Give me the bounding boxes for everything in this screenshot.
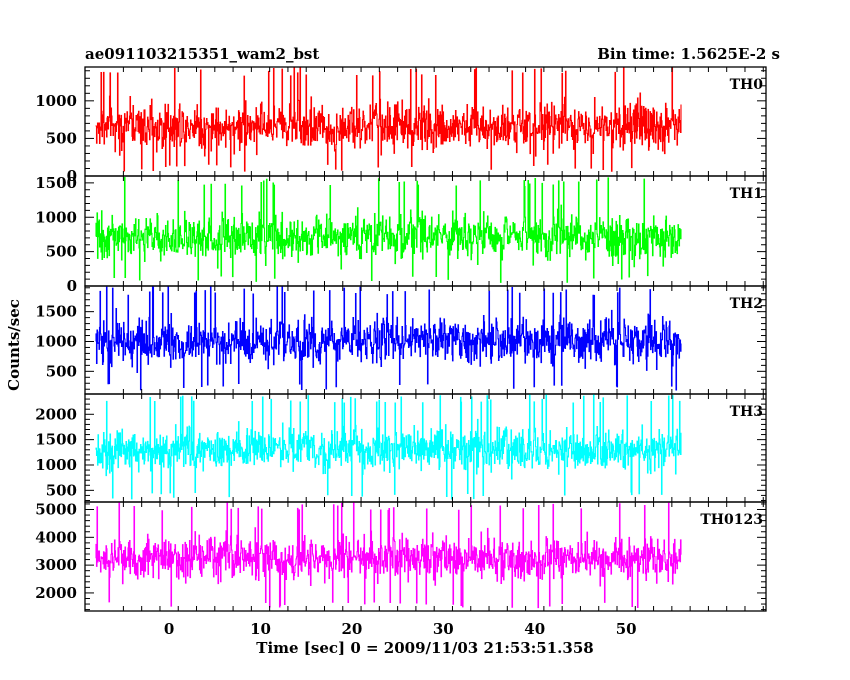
y-tick-label: 1000 <box>35 92 77 110</box>
x-tick-label: 30 <box>433 620 454 638</box>
y-tick-label: 4000 <box>35 528 77 546</box>
y-tick-label: 3000 <box>35 556 77 574</box>
series-th1 <box>95 177 682 283</box>
band-label-th3: TH3 <box>730 404 763 420</box>
series-th3 <box>95 394 682 500</box>
panel-frame <box>84 501 767 612</box>
chart-title-right: Bin time: 1.5625E-2 s <box>597 45 780 63</box>
y-tick-label: 1500 <box>35 431 77 449</box>
y-tick-label: 1000 <box>35 332 77 350</box>
x-tick-label: 10 <box>250 620 271 638</box>
y-tick-label: 0 <box>67 167 77 185</box>
y-tick-label: 2000 <box>35 405 77 423</box>
y-tick-label: 0 <box>67 277 77 295</box>
y-tick-label: 500 <box>46 481 77 499</box>
y-tick-label: 1500 <box>35 303 77 321</box>
band-label-th1: TH1 <box>730 186 763 202</box>
x-tick-label: 40 <box>524 620 545 638</box>
series-th2 <box>95 286 682 391</box>
band-label-th2: TH2 <box>730 296 763 312</box>
panel-th2: 500 1000 1500 TH2 <box>35 285 767 395</box>
band-label-th0: TH0 <box>730 77 764 93</box>
x-tick-label: 0 <box>164 620 174 638</box>
series-th0 <box>95 67 682 172</box>
y-tick-label: 1000 <box>35 208 77 226</box>
x-tick-label: 50 <box>616 620 637 638</box>
band-label-th0123: TH0123 <box>700 512 763 528</box>
panel-th1: 0 500 1000 1500 TH1 <box>35 174 767 295</box>
panel-th0123: 2000 3000 4000 5000 TH0123 <box>35 501 767 612</box>
series-th0123 <box>95 502 682 609</box>
y-tick-label: 500 <box>46 243 77 261</box>
x-tick-label: 20 <box>341 620 362 638</box>
panel-th0: 0 500 1000 TH0 <box>35 66 767 185</box>
y-tick-label: 2000 <box>35 584 77 602</box>
y-tick-label: 1500 <box>35 174 77 192</box>
y-tick-label: 5000 <box>35 501 77 519</box>
x-axis-title: Time [sec] 0 = 2009/11/03 21:53:51.358 <box>256 639 593 657</box>
chart-title-left: ae091103215351_wam2_bst <box>85 45 319 63</box>
panel-th3: 500 1000 1500 2000 TH3 <box>35 393 767 503</box>
y-tick-label: 1000 <box>35 456 77 474</box>
y-tick-label: 500 <box>46 129 77 147</box>
y-tick-label: 500 <box>46 362 77 380</box>
y-axis-title: Counts/sec <box>5 299 23 391</box>
